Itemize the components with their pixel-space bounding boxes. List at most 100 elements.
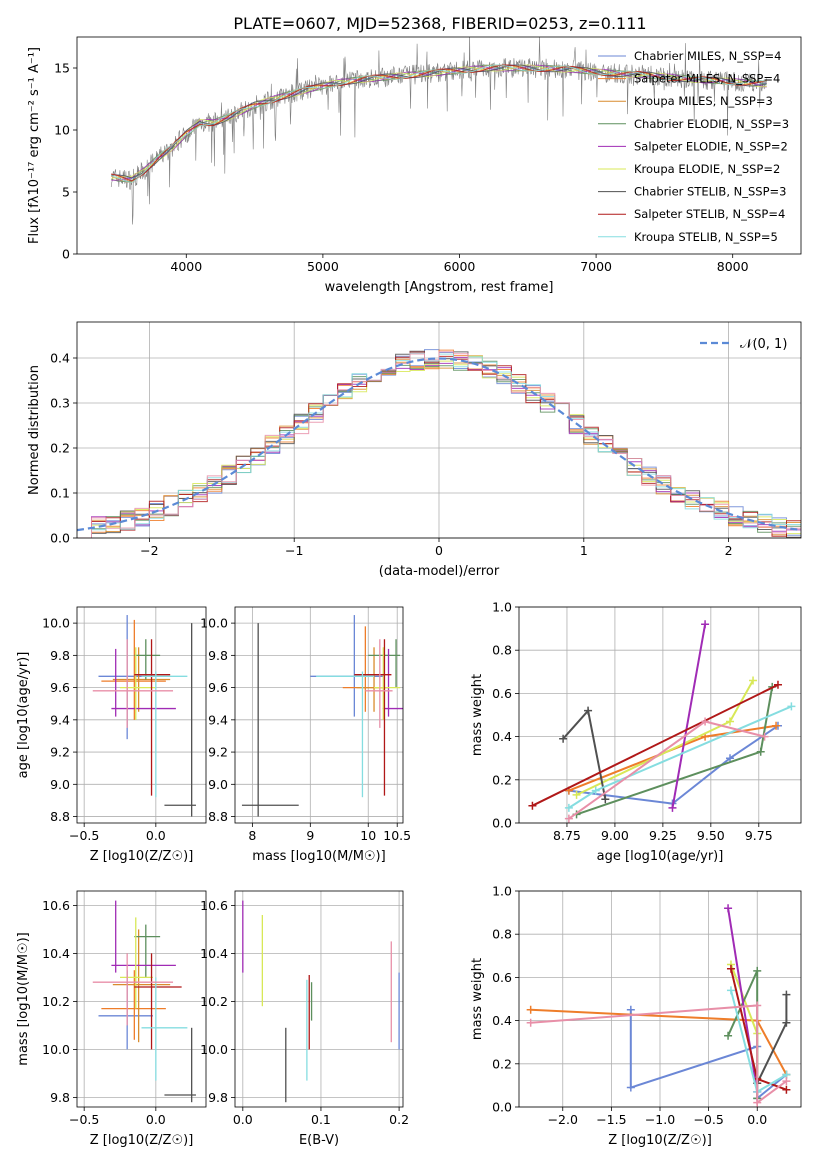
weight_vs_Z-point-marker — [626, 1005, 635, 1014]
weight_vs_Z-point-marker — [724, 904, 733, 913]
age_vs_Z-ytick-label: 10.0 — [42, 616, 70, 631]
spectrum-model-line — [111, 64, 767, 184]
mass_vs_Z-ytick-label: 10.6 — [42, 898, 70, 913]
spectrum-xlabel: wavelength [Angstrom, rest frame] — [325, 280, 554, 295]
mass_vs_Z-ytick-label: 10.4 — [42, 946, 70, 961]
weight_vs_Z-point-marker — [782, 1018, 791, 1027]
weight_vs_Z-plot-area — [526, 904, 791, 1107]
residuals-ytick-label: 0.4 — [50, 351, 70, 366]
mass_vs_ebv-ytick-label: 10.4 — [200, 946, 228, 961]
mass_vs_ebv-ytick-label: 10.6 — [200, 898, 228, 913]
age_vs_mass-panel — [231, 606, 404, 827]
weight_vs_Z-point-marker — [753, 1001, 762, 1010]
mass_vs_ebv-plot-area — [242, 900, 400, 1103]
weight_vs_Z-panel — [515, 890, 802, 1111]
mass_vs_Z-ylabel: mass [log10(M/M☉)] — [16, 932, 31, 1065]
weight_vs_Z-xtick-label: −1.0 — [645, 1112, 675, 1127]
spectrum-legend-label: Chabrier MILES, N_SSP=4 — [634, 49, 781, 63]
weight_vs_age-point-marker — [772, 721, 781, 730]
weight_vs_age-xtick-label: 9.75 — [745, 828, 773, 843]
age_vs_Z-frame — [76, 606, 207, 824]
weight_vs_Z-point-marker — [726, 964, 735, 973]
spectrum-legend-label: Kroupa ELODIE, N_SSP=2 — [634, 162, 780, 176]
residuals-xtick-label: −1 — [285, 543, 303, 558]
age_vs_Z-panel — [73, 606, 207, 827]
spectrum-legend-label: Chabrier STELIB, N_SSP=3 — [634, 185, 786, 199]
weight_vs_Z-xtick-label: 0.0 — [747, 1112, 767, 1127]
mass_vs_Z-xtick-label: 0.0 — [146, 1112, 166, 1127]
residuals-plot-area — [77, 349, 801, 538]
spectrum-xtick-label: 6000 — [444, 259, 476, 274]
age_vs_mass-ytick-label: 9.2 — [208, 745, 228, 760]
mass_vs_Z-plot-area — [92, 900, 196, 1103]
weight_vs_age-point-marker — [591, 786, 600, 795]
age_vs_mass-xlabel: mass [log10(M/M☉)] — [252, 849, 385, 864]
weight_vs_Z-xlabel: Z [log10(Z/Z☉)] — [608, 1133, 712, 1148]
age_vs_Z-ytick-label: 9.8 — [50, 648, 70, 663]
spectrum-xtick-label: 7000 — [580, 259, 612, 274]
residuals-ytick-label: 0.0 — [50, 531, 70, 546]
weight_vs_Z-ytick-label: 0.0 — [492, 1100, 512, 1115]
age_vs_Z-ytick-label: 9.4 — [50, 712, 70, 727]
weight_vs_age-point-marker — [572, 790, 581, 799]
mass_vs_Z-panel — [73, 890, 207, 1111]
mass_vs_Z-ytick-label: 10.2 — [42, 994, 70, 1009]
weight_vs_age-point-marker — [668, 803, 677, 812]
weight_vs_age-series-line — [531, 683, 779, 807]
weight_vs_Z-series-line — [756, 994, 788, 1084]
weight_vs_Z-xtick-label: −1.5 — [596, 1112, 626, 1127]
residuals-panel — [73, 321, 802, 542]
spectrum-ytick-label: 5 — [62, 185, 70, 200]
age_vs_mass-ytick-label: 9.0 — [208, 777, 228, 792]
figure-title: PLATE=0607, MJD=52368, FIBERID=0253, z=0… — [233, 14, 646, 33]
mass_vs_ebv-panel — [231, 890, 404, 1111]
residuals-gaussian-curve — [77, 357, 801, 532]
residuals-xtick-label: 1 — [580, 543, 588, 558]
weight_vs_Z-point-marker — [724, 1031, 733, 1040]
residuals-xlabel: (data-model)/error — [379, 564, 500, 579]
spectrum-xtick-label: 5000 — [307, 259, 339, 274]
weight_vs_Z-ytick-label: 0.8 — [492, 927, 512, 942]
spectrum-legend-label: Salpeter STELIB, N_SSP=4 — [634, 207, 785, 221]
residuals-histogram-series — [77, 356, 801, 538]
weight_vs_Z-xtick-label: −2.0 — [548, 1112, 578, 1127]
weight_vs_age-series-line — [568, 705, 792, 809]
age_vs_mass-xtick-label: 9 — [306, 828, 314, 843]
weight_vs_age-xtick-label: 8.75 — [553, 828, 581, 843]
residuals-xtick-label: 0 — [435, 543, 443, 558]
mass_vs_ebv-xtick-label: 0.0 — [233, 1112, 253, 1127]
weight_vs_age-point-marker — [564, 814, 573, 823]
weight_vs_age-point-marker — [601, 795, 610, 804]
mass_vs_Z-xlabel: Z [log10(Z/Z☉)] — [90, 1133, 194, 1148]
age_vs_mass-xtick-label: 8 — [248, 828, 256, 843]
weight_vs_age-point-marker — [701, 620, 710, 629]
age_vs_mass-ytick-label: 9.8 — [208, 648, 228, 663]
weight_vs_Z-point-marker — [753, 966, 762, 975]
spectrum-legend-label: Salpeter ELODIE, N_SSP=2 — [634, 139, 788, 153]
weight_vs_Z-point-marker — [526, 1018, 535, 1027]
age_vs_mass-plot-area — [241, 615, 403, 817]
weight_vs_age-point-marker — [528, 801, 537, 810]
weight_vs_Z-ytick-label: 0.6 — [492, 970, 512, 985]
mass_vs_ebv-xlabel: E(B-V) — [299, 1133, 339, 1148]
weight_vs_age-series-line — [562, 708, 607, 800]
weight_vs_age-xtick-label: 9.00 — [601, 828, 629, 843]
spectrum-ytick-label: 15 — [54, 61, 70, 76]
weight_vs_Z-point-marker — [726, 986, 735, 995]
weight_vs_age-ytick-label: 1.0 — [492, 600, 512, 615]
spectrum-panel — [73, 36, 802, 258]
weight_vs_age-point-marker — [701, 717, 710, 726]
mass_vs_ebv-ytick-label: 9.8 — [208, 1090, 228, 1105]
spectrum-ytick-label: 0 — [62, 247, 70, 262]
residuals-histogram-series — [77, 351, 801, 538]
age_vs_mass-ytick-label: 10.0 — [200, 616, 228, 631]
weight_vs_Z-point-marker — [782, 1077, 791, 1086]
weight_vs_age-ylabel: mass weight — [470, 674, 485, 756]
age_vs_mass-ytick-label: 8.8 — [208, 809, 228, 824]
weight_vs_age-point-marker — [749, 676, 758, 685]
spectrum-ylabel: Flux [fλ10⁻¹⁷ erg cm⁻² s⁻¹ A⁻¹] — [27, 47, 42, 244]
weight_vs_Z-series-line — [530, 1004, 787, 1105]
weight_vs_age-xlabel: age [log10(age/yr)] — [597, 849, 724, 864]
